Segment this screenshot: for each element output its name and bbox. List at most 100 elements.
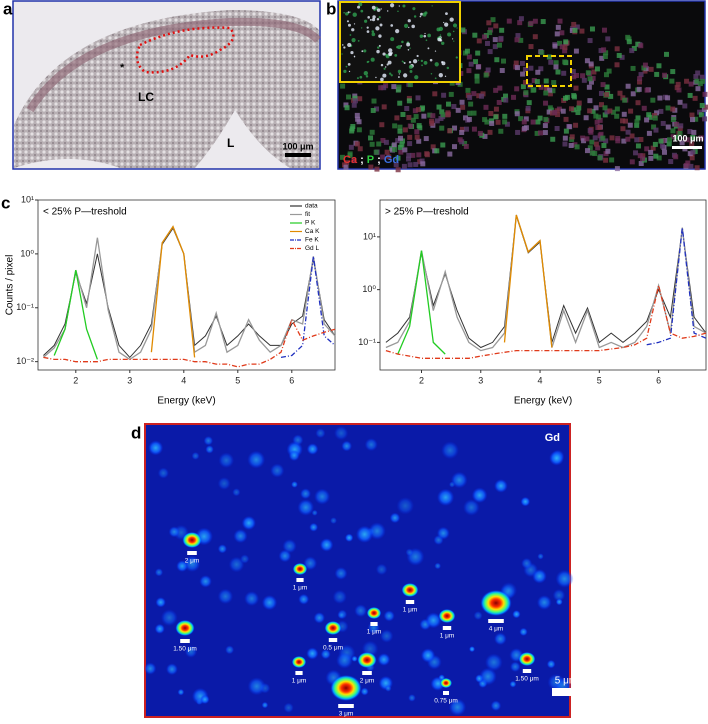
x-tick-label: 2 <box>419 375 424 385</box>
pixel <box>521 119 527 125</box>
pixel <box>546 109 552 115</box>
pixel <box>520 71 526 77</box>
pixel <box>530 119 536 125</box>
pixel <box>603 157 609 163</box>
panel-c: c 2 3 4 5 6 10⁻² 10⁻¹ 10⁰ 10¹ < 25% P—treshold Ene… <box>1 193 707 407</box>
pixel <box>429 58 433 62</box>
x-tick-label: 4 <box>181 375 186 385</box>
pixel <box>522 67 528 73</box>
pixel <box>449 17 454 22</box>
pixel <box>562 141 568 147</box>
pixel <box>603 138 609 144</box>
pixel <box>484 40 490 46</box>
pixel <box>537 115 543 121</box>
pixel <box>412 59 418 64</box>
pixel <box>544 86 550 92</box>
pixel <box>467 94 473 100</box>
pixel <box>498 128 504 134</box>
pixel <box>604 92 610 98</box>
legend-label: fit <box>305 211 310 218</box>
background-blob <box>291 481 298 488</box>
pixel <box>447 32 452 37</box>
pixel <box>483 104 489 110</box>
pixel <box>441 41 445 46</box>
pixel <box>434 148 440 154</box>
background-blob <box>520 496 531 507</box>
pixel <box>447 151 453 157</box>
pixel <box>357 39 360 42</box>
background-blob <box>261 701 269 709</box>
pixel <box>588 129 594 135</box>
pixel <box>386 63 389 66</box>
background-blob <box>225 645 235 655</box>
pixel <box>603 72 609 78</box>
pixel <box>546 54 552 60</box>
pixel <box>674 121 680 127</box>
pixel <box>601 47 607 53</box>
background-blob <box>334 426 349 441</box>
pixel <box>602 112 608 118</box>
pixel <box>380 77 384 82</box>
background-blob <box>364 438 378 452</box>
pixel <box>634 119 640 125</box>
pixel <box>670 116 676 122</box>
pixel <box>670 69 676 75</box>
pixel <box>389 72 392 75</box>
spot-label: 1.50 μm <box>515 676 539 683</box>
pixel <box>562 59 568 65</box>
background-blob <box>355 525 374 543</box>
pixel <box>397 10 399 13</box>
pixel <box>552 109 558 115</box>
pixel <box>543 78 549 84</box>
spot-size-bar <box>295 671 303 675</box>
pixel <box>700 78 706 84</box>
pixel <box>401 163 407 169</box>
panel-label: b <box>326 0 336 18</box>
spot <box>182 532 202 548</box>
pixel <box>395 167 401 173</box>
pixel <box>535 119 541 125</box>
pixel <box>464 48 470 54</box>
pixel <box>343 11 345 14</box>
pixel <box>398 5 401 7</box>
pixel <box>567 124 573 130</box>
pixel <box>409 70 413 73</box>
background-blob <box>441 441 459 460</box>
pixel <box>637 153 643 159</box>
pixel <box>530 87 536 93</box>
scale-bar-label: 100 μm <box>672 133 703 143</box>
background-blob <box>217 544 227 554</box>
pixel <box>503 97 509 103</box>
pixel <box>425 39 428 42</box>
pixel <box>392 147 398 153</box>
pixel <box>349 34 352 36</box>
pixel <box>482 133 488 139</box>
pixel <box>420 12 423 16</box>
pixel <box>486 20 492 26</box>
pixel <box>543 100 549 106</box>
y-axis-label: Counts / pixel <box>5 255 16 316</box>
pixel <box>452 125 458 131</box>
pixel <box>417 125 423 131</box>
pixel <box>547 105 553 111</box>
channel-name: Ca <box>343 154 358 166</box>
pixel <box>473 59 479 65</box>
background-blob <box>334 567 348 580</box>
spot <box>324 621 342 635</box>
pixel <box>381 85 387 91</box>
pixel <box>357 5 361 9</box>
pixel <box>534 79 540 85</box>
pixel <box>446 66 450 70</box>
pixel <box>407 19 411 23</box>
pixel <box>584 136 590 142</box>
pixel <box>673 154 679 160</box>
pixel <box>413 114 419 120</box>
pixel <box>386 154 392 160</box>
background-blob <box>247 677 266 696</box>
pixel <box>379 23 383 27</box>
channel-label: Gd <box>545 432 560 444</box>
background-blob <box>380 629 394 643</box>
pixel <box>602 105 608 111</box>
background-blob <box>154 623 165 634</box>
background-blob <box>320 649 331 660</box>
